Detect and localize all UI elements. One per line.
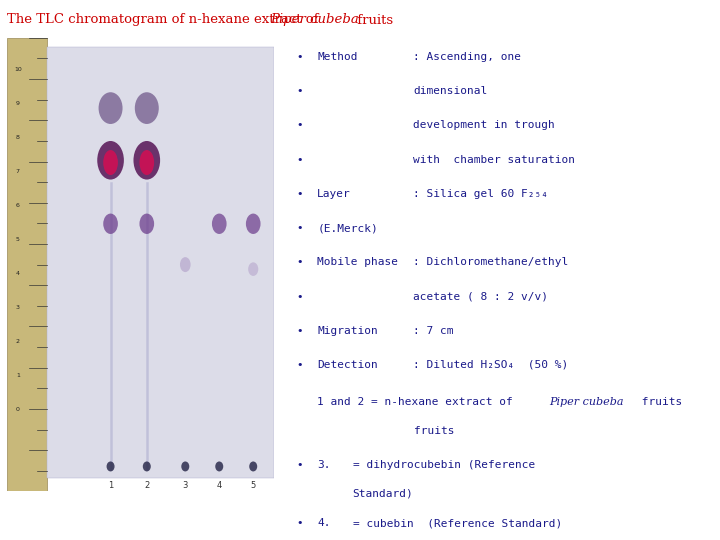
Ellipse shape [135, 92, 159, 124]
Ellipse shape [97, 141, 124, 179]
Ellipse shape [249, 462, 257, 471]
Text: Standard): Standard) [353, 489, 413, 499]
Ellipse shape [103, 213, 118, 234]
Text: = cubebin  (Reference Standard): = cubebin (Reference Standard) [353, 518, 562, 528]
Ellipse shape [140, 150, 154, 175]
Text: 7: 7 [16, 169, 20, 174]
Text: 4: 4 [217, 482, 222, 490]
Text: Migration: Migration [318, 326, 378, 336]
Text: : Ascending, one: : Ascending, one [413, 52, 521, 62]
Text: Piper cubeba: Piper cubeba [549, 396, 624, 407]
Text: 2: 2 [144, 482, 150, 490]
Text: Mobile phase: Mobile phase [318, 258, 398, 267]
Text: 8: 8 [16, 135, 19, 140]
Ellipse shape [140, 213, 154, 234]
Text: 2: 2 [16, 339, 20, 344]
Text: : 7 cm: : 7 cm [413, 326, 454, 336]
Text: : Silica gel 60 F₂₅₄: : Silica gel 60 F₂₅₄ [413, 189, 549, 199]
Ellipse shape [212, 213, 227, 234]
Text: : Diluted H₂SO₄  (50 %): : Diluted H₂SO₄ (50 %) [413, 360, 569, 370]
Text: Layer: Layer [318, 189, 351, 199]
Text: 10: 10 [14, 67, 22, 72]
Text: •: • [297, 154, 303, 165]
Text: •: • [297, 360, 303, 370]
Text: 5: 5 [16, 237, 19, 242]
Ellipse shape [246, 213, 261, 234]
Text: •: • [297, 223, 303, 233]
Text: •: • [297, 120, 303, 131]
Text: 1 and 2 = n-hexane extract of: 1 and 2 = n-hexane extract of [318, 396, 520, 407]
Ellipse shape [180, 257, 191, 272]
Ellipse shape [107, 462, 114, 471]
Text: : Dichloromethane/ethyl: : Dichloromethane/ethyl [413, 258, 569, 267]
Text: •: • [297, 258, 303, 267]
Text: 3: 3 [183, 482, 188, 490]
Text: •: • [297, 292, 303, 301]
Ellipse shape [143, 462, 150, 471]
Text: 4.: 4. [318, 518, 330, 528]
Text: = dihydrocubebin (Reference: = dihydrocubebin (Reference [353, 460, 535, 470]
Text: 1: 1 [16, 373, 19, 378]
Ellipse shape [133, 141, 160, 179]
Ellipse shape [103, 150, 118, 175]
Text: fruits: fruits [353, 14, 393, 26]
Text: 5: 5 [251, 482, 256, 490]
Text: 3.: 3. [318, 460, 330, 470]
Text: •: • [297, 460, 303, 470]
Text: Detection: Detection [318, 360, 378, 370]
Text: 4: 4 [16, 271, 20, 276]
Ellipse shape [215, 462, 223, 471]
Text: The TLC chromatogram of n-hexane extract of: The TLC chromatogram of n-hexane extract… [7, 14, 323, 26]
Ellipse shape [181, 462, 189, 471]
Text: •: • [297, 52, 303, 62]
Text: with  chamber saturation: with chamber saturation [413, 154, 575, 165]
Text: 9: 9 [16, 101, 20, 106]
Bar [7, 38, 48, 491]
Text: •: • [297, 189, 303, 199]
Ellipse shape [248, 262, 258, 276]
Text: Piper cubeba: Piper cubeba [270, 14, 359, 26]
Text: development in trough: development in trough [413, 120, 555, 131]
Text: acetate ( 8 : 2 v/v): acetate ( 8 : 2 v/v) [413, 292, 549, 301]
Text: (E.Merck): (E.Merck) [318, 223, 378, 233]
Text: •: • [297, 518, 303, 528]
Text: fruits: fruits [634, 396, 682, 407]
Text: Method: Method [318, 52, 358, 62]
Ellipse shape [99, 92, 122, 124]
Bar [48, 47, 274, 478]
Text: 1: 1 [108, 482, 113, 490]
Text: fruits: fruits [414, 426, 454, 436]
Text: •: • [297, 326, 303, 336]
Text: 3: 3 [16, 305, 20, 310]
Text: 0: 0 [16, 407, 19, 412]
Text: dimensional: dimensional [413, 86, 487, 96]
Text: •: • [297, 86, 303, 96]
Text: 6: 6 [16, 203, 19, 208]
